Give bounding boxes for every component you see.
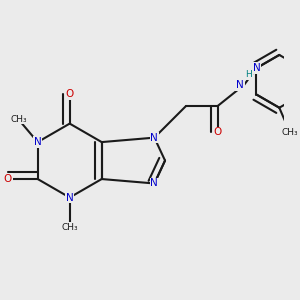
Text: O: O: [214, 128, 222, 137]
Text: N: N: [253, 63, 260, 73]
Text: N: N: [151, 133, 158, 142]
Text: O: O: [4, 174, 12, 184]
Text: O: O: [66, 89, 74, 99]
Text: CH₃: CH₃: [10, 115, 27, 124]
Text: N: N: [151, 178, 158, 188]
Text: N: N: [66, 193, 74, 202]
Text: CH₃: CH₃: [282, 128, 298, 137]
Text: H: H: [245, 70, 252, 79]
Text: N: N: [236, 80, 244, 90]
Text: N: N: [34, 137, 42, 147]
Text: CH₃: CH₃: [61, 223, 78, 232]
